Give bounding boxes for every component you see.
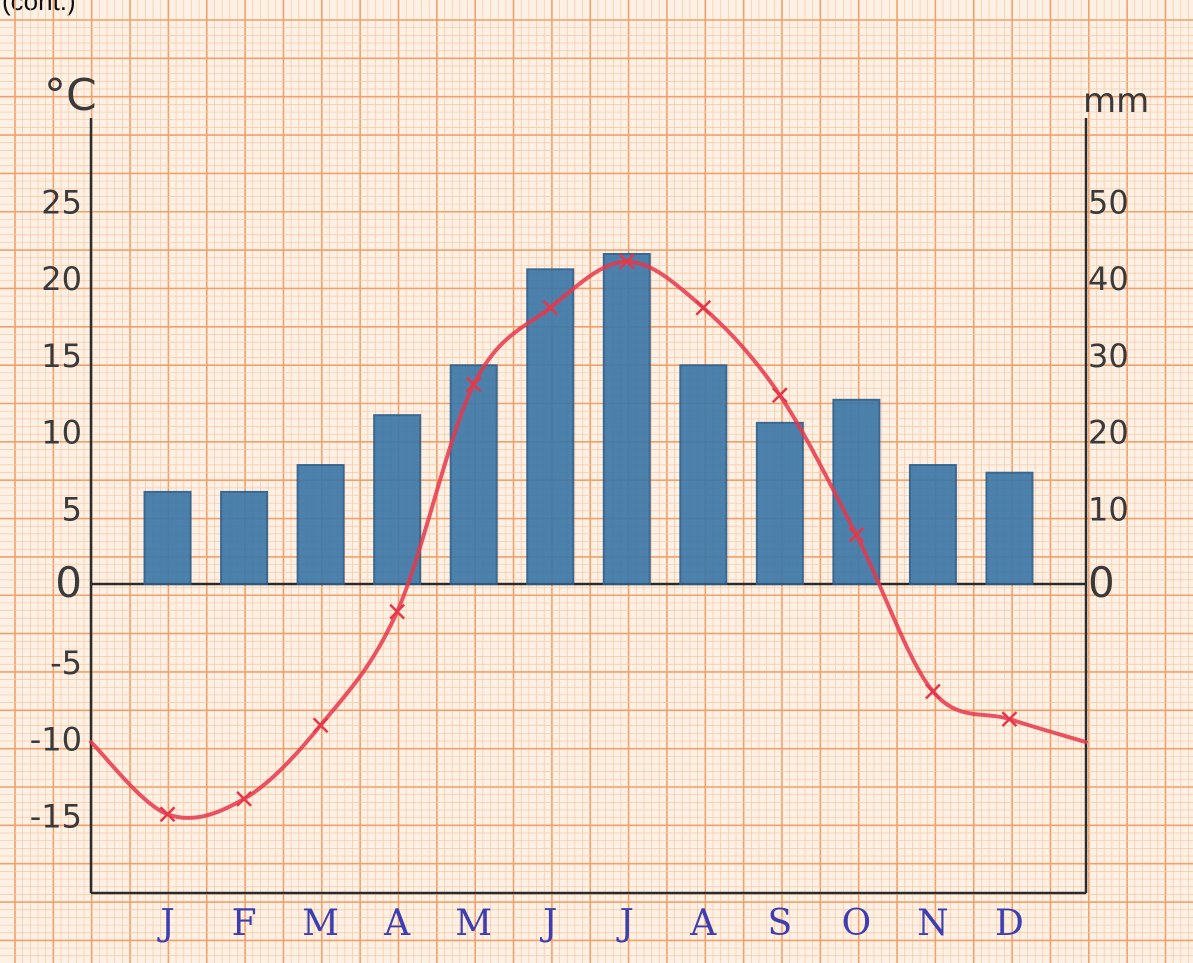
month-label: A — [689, 903, 717, 944]
precipitation-bars — [143, 252, 1034, 586]
precip-bar — [449, 364, 498, 586]
month-label: N — [917, 903, 949, 944]
precip-bar — [526, 268, 575, 585]
temperature-point — [771, 387, 788, 404]
month-label: D — [995, 903, 1024, 944]
month-label: J — [539, 903, 557, 944]
precip-bar — [985, 471, 1034, 585]
left-tick-label: -10 — [30, 721, 82, 759]
chart-caption: (cont.) — [2, 0, 76, 16]
temperature-point — [159, 806, 176, 823]
month-label: A — [383, 903, 411, 944]
month-label: O — [842, 903, 872, 944]
month-label: M — [302, 903, 339, 944]
temperature-point — [542, 299, 559, 316]
precip-bar — [220, 490, 269, 585]
right-tick-label: 40 — [1088, 260, 1129, 298]
precip-bar — [832, 398, 881, 585]
right-tick-label: 30 — [1088, 337, 1129, 375]
precip-bar — [296, 464, 345, 586]
left-tick-label: 25 — [41, 183, 82, 221]
left-tick-label: -15 — [30, 797, 82, 835]
month-label: F — [232, 903, 257, 944]
temperature-curve — [89, 259, 1088, 820]
temperature-point — [695, 299, 712, 316]
temperature-point — [389, 603, 406, 620]
right-tick-label: 10 — [1088, 490, 1129, 528]
precip-bar — [755, 421, 804, 586]
left-tick-label: 5 — [62, 490, 82, 528]
right-tick-label: 0 — [1088, 558, 1115, 607]
precip-bar — [908, 464, 957, 586]
temperature-line — [89, 253, 1088, 823]
temperature-point — [925, 683, 941, 700]
right-tick-label: 50 — [1088, 183, 1129, 221]
right-tick-label: 20 — [1088, 414, 1129, 452]
precip-bar — [679, 364, 728, 586]
temperature-point — [465, 376, 482, 393]
precip-bar — [143, 490, 192, 585]
month-label: J — [616, 903, 634, 944]
temperature-point — [618, 253, 635, 270]
month-label: J — [156, 903, 174, 944]
temperature-point — [312, 717, 329, 734]
month-label: S — [768, 903, 793, 944]
temperature-point — [236, 791, 252, 807]
right-axis-unit: mm — [1083, 81, 1149, 121]
left-tick-label: 15 — [41, 337, 82, 375]
temperature-point — [848, 526, 865, 543]
temperature-point — [1001, 711, 1018, 727]
left-tick-label: -5 — [50, 644, 82, 682]
left-tick-label: 20 — [41, 260, 82, 298]
left-tick-label: 10 — [41, 414, 82, 452]
precip-bar — [373, 414, 422, 585]
left-axis-unit: °C — [44, 70, 97, 121]
precip-bar — [602, 252, 651, 585]
left-tick-label: 0 — [55, 558, 82, 607]
month-label: M — [455, 903, 492, 944]
